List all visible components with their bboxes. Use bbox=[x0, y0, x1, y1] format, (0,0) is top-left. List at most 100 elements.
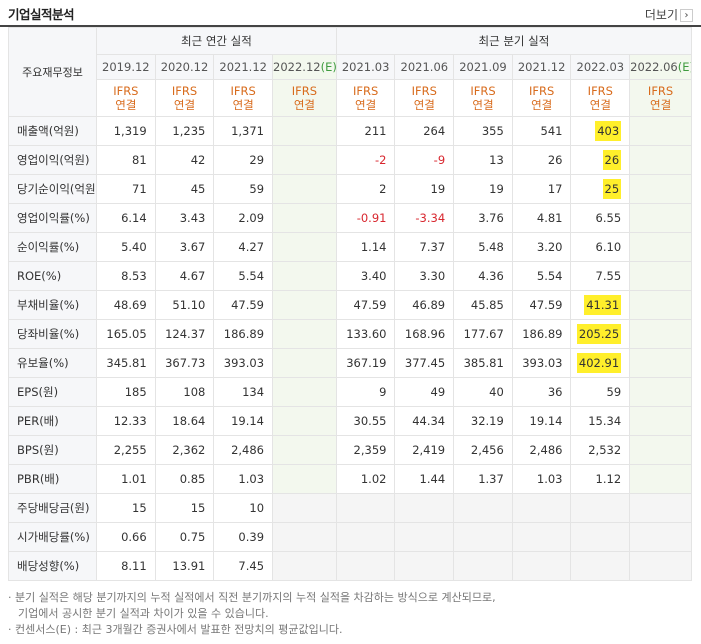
period-header: 2020.12 bbox=[154, 54, 215, 80]
table-cell: 1.01 bbox=[96, 464, 156, 494]
ifrs-header: IFRS 연결 bbox=[335, 79, 396, 117]
row-label: 순이익률(%) bbox=[8, 232, 97, 262]
table-cell: 264 bbox=[394, 116, 455, 146]
table-cell: 402.91 bbox=[570, 348, 631, 378]
table-cell bbox=[272, 522, 337, 552]
table-cell: 133.60 bbox=[335, 319, 396, 349]
table-cell: 15 bbox=[154, 493, 215, 523]
table-cell: 1,371 bbox=[213, 116, 274, 146]
period-label: 2021.06 bbox=[400, 60, 449, 74]
table-cell bbox=[511, 522, 572, 552]
ifrs-header: IFRS 연결 bbox=[629, 79, 692, 117]
table-cell bbox=[272, 145, 337, 175]
table-cell bbox=[272, 319, 337, 349]
table-cell: 1.02 bbox=[335, 464, 396, 494]
table-cell bbox=[629, 116, 692, 146]
table-cell: 26 bbox=[570, 145, 631, 175]
table-cell bbox=[394, 551, 455, 581]
table-cell bbox=[629, 145, 692, 175]
table-cell: 4.81 bbox=[511, 203, 572, 233]
row-label: 유보율(%) bbox=[8, 348, 97, 378]
table-cell bbox=[629, 203, 692, 233]
table-cell: 15.34 bbox=[570, 406, 631, 436]
period-header: 2022.06(E) bbox=[629, 54, 692, 80]
table-cell: 17 bbox=[511, 174, 572, 204]
group-quarter: 최근 분기 실적 bbox=[335, 27, 693, 55]
table-cell: 3.40 bbox=[335, 261, 396, 291]
table-cell: 41.31 bbox=[570, 290, 631, 320]
table-cell bbox=[453, 551, 513, 581]
table-cell bbox=[629, 174, 692, 204]
table-cell: 46.89 bbox=[394, 290, 455, 320]
table-cell bbox=[394, 493, 455, 523]
table-cell bbox=[272, 348, 337, 378]
period-header: 2021.06 bbox=[394, 54, 455, 80]
table-row: 당좌비율(%) 165.05 124.37 186.89 133.60 168.96 177… bbox=[8, 319, 692, 349]
table-cell bbox=[272, 232, 337, 262]
table-row: 부채비율(%) 48.69 51.10 47.59 47.59 46.89 45.85 47.… bbox=[8, 290, 692, 320]
table-cell: 7.45 bbox=[213, 551, 274, 581]
ifrs-label: IFRS bbox=[171, 84, 198, 98]
table-body: 매출액(억원) 1,319 1,235 1,371 211 264 355 541 403 영업이… bbox=[8, 116, 692, 581]
ifrs-label: IFRS bbox=[529, 84, 555, 98]
consolidated-label: 연결 bbox=[531, 98, 553, 112]
table-cell: 385.81 bbox=[453, 348, 513, 378]
table-cell: 2,456 bbox=[453, 435, 513, 465]
table-cell: -2 bbox=[335, 145, 396, 175]
table-cell: 6.14 bbox=[96, 203, 156, 233]
ifrs-header: IFRS 연결 bbox=[96, 79, 156, 117]
consolidated-label: 연결 bbox=[115, 98, 137, 112]
table-cell: 42 bbox=[154, 145, 215, 175]
table-cell: 2,359 bbox=[335, 435, 396, 465]
table-cell bbox=[335, 551, 396, 581]
table-cell: 108 bbox=[154, 377, 215, 407]
ifrs-label: IFRS bbox=[113, 84, 139, 98]
table-cell bbox=[335, 522, 396, 552]
table-cell: 9 bbox=[335, 377, 396, 407]
highlight-mark: 26 bbox=[602, 150, 622, 170]
row-label: PBR(배) bbox=[8, 464, 97, 494]
estimate-marker: (E) bbox=[320, 60, 337, 74]
table-row: PBR(배) 1.01 0.85 1.03 1.02 1.44 1.37 1.03 1.12 bbox=[8, 464, 692, 494]
estimate-marker: (E) bbox=[677, 60, 691, 74]
table-cell bbox=[272, 464, 337, 494]
ifrs-header: IFRS 연결 bbox=[154, 79, 215, 117]
table-cell: 3.67 bbox=[154, 232, 215, 262]
table-cell: 403 bbox=[570, 116, 631, 146]
table-cell: 18.64 bbox=[154, 406, 215, 436]
table-cell: 13.91 bbox=[154, 551, 215, 581]
period-row: 2019.12 2020.12 2021.12 2022.12(E) 2021.03 20… bbox=[8, 54, 692, 80]
table-row: 시가배당률(%) 0.66 0.75 0.39 bbox=[8, 522, 692, 552]
table-cell: 1.37 bbox=[453, 464, 513, 494]
table-cell bbox=[272, 435, 337, 465]
table-cell: 1.03 bbox=[213, 464, 274, 494]
table-cell: 2,419 bbox=[394, 435, 455, 465]
table-cell bbox=[272, 493, 337, 523]
table-cell: 1.14 bbox=[335, 232, 396, 262]
table-cell: 2,362 bbox=[154, 435, 215, 465]
table-row: 순이익률(%) 5.40 3.67 4.27 1.14 7.37 5.48 3.20 6.10 bbox=[8, 232, 692, 262]
table-cell bbox=[629, 464, 692, 494]
table-row: 영업이익률(%) 6.14 3.43 2.09 -0.91 -3.34 3.76 4.81 6.… bbox=[8, 203, 692, 233]
table-cell: 177.67 bbox=[453, 319, 513, 349]
table-cell bbox=[272, 377, 337, 407]
table-cell: 367.19 bbox=[335, 348, 396, 378]
title-rule bbox=[0, 25, 701, 27]
table-cell bbox=[394, 522, 455, 552]
table-cell bbox=[272, 261, 337, 291]
table-cell: 0.39 bbox=[213, 522, 274, 552]
table-cell: 6.10 bbox=[570, 232, 631, 262]
row-label: 영업이익률(%) bbox=[8, 203, 97, 233]
table-cell: 1.03 bbox=[511, 464, 572, 494]
more-link[interactable]: 더보기 › bbox=[645, 6, 693, 23]
highlight-mark: 25 bbox=[602, 179, 622, 199]
table-cell: 5.48 bbox=[453, 232, 513, 262]
table-cell bbox=[272, 406, 337, 436]
table-cell bbox=[629, 435, 692, 465]
table-cell: 19 bbox=[453, 174, 513, 204]
table-cell: 3.30 bbox=[394, 261, 455, 291]
table-cell: 44.34 bbox=[394, 406, 455, 436]
table-cell bbox=[570, 551, 631, 581]
table-cell bbox=[629, 406, 692, 436]
table-cell: 541 bbox=[511, 116, 572, 146]
